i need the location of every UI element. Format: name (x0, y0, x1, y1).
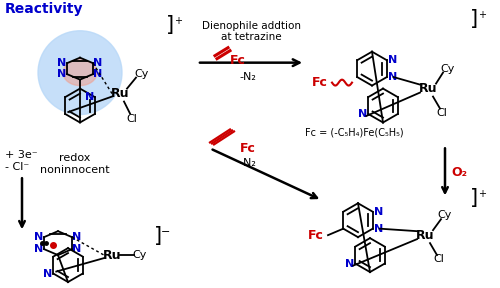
Text: O₂: O₂ (451, 166, 467, 179)
Text: N: N (72, 232, 82, 242)
Text: N: N (58, 69, 66, 79)
Text: N: N (34, 232, 43, 242)
Text: ]: ] (154, 226, 162, 246)
Text: N: N (358, 109, 367, 119)
Text: -N₂: -N₂ (240, 158, 256, 168)
Text: Cy: Cy (441, 64, 455, 74)
Text: Cl: Cl (126, 115, 138, 124)
Text: noninnocent: noninnocent (40, 165, 110, 175)
Text: N: N (58, 58, 66, 68)
Text: N: N (72, 244, 82, 254)
Text: ]: ] (470, 9, 478, 29)
Text: -N₂: -N₂ (240, 72, 256, 82)
Text: Fc: Fc (312, 76, 328, 89)
Text: N: N (42, 268, 52, 278)
Text: Ru: Ru (419, 82, 437, 95)
Text: N: N (374, 224, 384, 234)
Text: Dienophile addtion: Dienophile addtion (202, 21, 300, 31)
Ellipse shape (63, 60, 97, 86)
Circle shape (38, 31, 122, 115)
Text: Cl: Cl (436, 107, 448, 118)
Text: Ru: Ru (111, 87, 129, 100)
Text: Cy: Cy (133, 250, 147, 260)
Text: +: + (478, 189, 486, 199)
Text: N: N (374, 207, 384, 217)
Text: N: N (34, 244, 43, 254)
Text: + 3e⁻: + 3e⁻ (5, 150, 38, 160)
Text: Fc: Fc (230, 54, 246, 67)
Text: +: + (174, 16, 182, 26)
Text: - Cl⁻: - Cl⁻ (5, 162, 29, 172)
Text: +: + (478, 10, 486, 20)
Text: Fc: Fc (240, 142, 256, 155)
Text: Cy: Cy (135, 69, 149, 79)
Text: Ru: Ru (416, 229, 434, 242)
Text: Cy: Cy (438, 210, 452, 220)
Text: N: N (388, 72, 398, 82)
Text: ]: ] (166, 15, 174, 35)
Text: N: N (388, 55, 398, 65)
Text: at tetrazine: at tetrazine (220, 32, 282, 42)
Text: N: N (94, 58, 102, 68)
Text: Cl: Cl (434, 254, 444, 264)
Text: N: N (344, 259, 354, 269)
Text: redox: redox (60, 154, 90, 163)
Text: Reactivity: Reactivity (5, 2, 84, 16)
Text: N: N (94, 69, 102, 79)
Text: Ru: Ru (103, 249, 121, 262)
Text: −: − (162, 227, 170, 237)
Text: ]: ] (470, 188, 478, 208)
Text: Fc = (-C₅H₄)Fe(C₅H₅): Fc = (-C₅H₄)Fe(C₅H₅) (305, 128, 404, 137)
Text: N: N (85, 92, 94, 102)
Text: Fc: Fc (308, 229, 324, 242)
